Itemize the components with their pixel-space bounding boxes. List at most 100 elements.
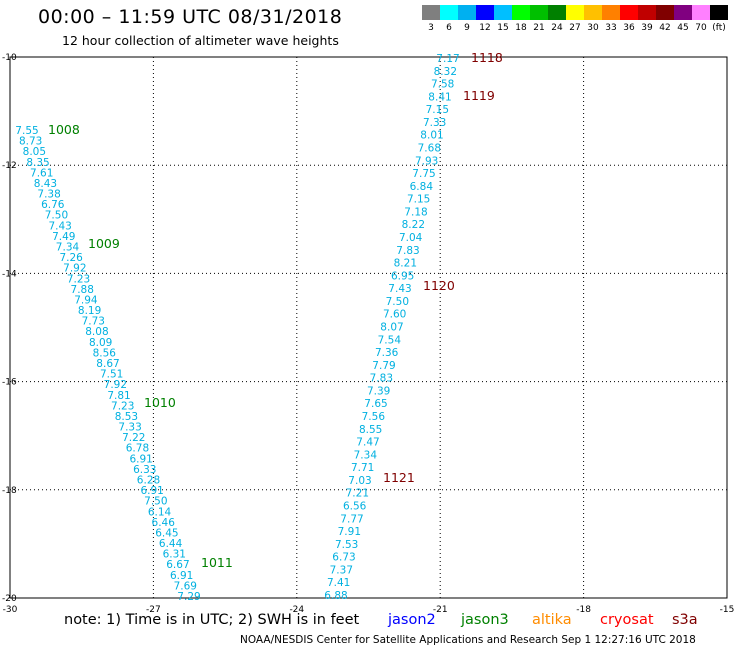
pass-number-label: 1120 <box>423 278 455 293</box>
color-scale-label: 3 <box>428 23 434 33</box>
swh-value-cryosat: 6.84 <box>410 181 434 193</box>
legend-cryosat: cryosat <box>600 612 654 628</box>
lat-tick-label: -18 <box>2 486 17 496</box>
color-scale-label: 70 <box>695 23 707 33</box>
pass-number-label: 1010 <box>144 395 176 410</box>
swh-value-cryosat: 7.56 <box>362 411 386 423</box>
swh-value-cryosat: 8.32 <box>434 66 457 78</box>
swh-value-cryosat: 7.91 <box>338 526 361 538</box>
color-scale-label: 27 <box>569 23 581 33</box>
swh-value-jason3: 7.81 <box>107 390 130 402</box>
color-scale-label: 39 <box>641 23 653 33</box>
color-swatch <box>602 5 620 20</box>
swh-value-cryosat: 7.75 <box>412 168 435 180</box>
lon-tick-label: -30 <box>3 605 18 615</box>
color-scale-label: 45 <box>677 23 689 33</box>
color-scale-label: (ft) <box>712 23 726 33</box>
swh-value-jason3: 7.29 <box>177 591 200 603</box>
swh-value-cryosat: 7.83 <box>396 245 419 257</box>
axis-ticks: -30 -27 -24 -21 -18 -15 -10 -12 -14 -16 -18 -20 <box>2 53 734 615</box>
swh-value-cryosat: 8.22 <box>402 219 425 231</box>
swh-value-cryosat: 7.79 <box>372 360 395 372</box>
swh-value-jason3: 6.45 <box>155 527 178 539</box>
lon-tick-label: -27 <box>146 605 161 615</box>
swh-value-jason3: 7.33 <box>118 422 141 434</box>
swh-value-jason3: 7.38 <box>37 189 60 201</box>
swh-value-jason3: 7.23 <box>67 273 90 285</box>
color-scale-label: 30 <box>587 23 599 33</box>
swh-value-jason3: 7.23 <box>111 400 134 412</box>
swh-value-jason3: 7.92 <box>104 379 127 391</box>
swh-value-jason3: 6.33 <box>133 464 156 476</box>
swh-value-jason3: 7.49 <box>52 231 75 243</box>
swh-value-jason3: 7.55 <box>15 125 38 137</box>
color-scale-label: 21 <box>533 23 545 33</box>
color-swatch <box>638 5 656 20</box>
swh-value-jason3: 7.43 <box>48 220 71 232</box>
swh-value-jason3: 8.09 <box>89 337 112 349</box>
swh-value-cryosat: 7.58 <box>431 79 454 91</box>
map-frame <box>9 56 728 599</box>
pass-number-label: 1118 <box>471 50 503 65</box>
swh-value-cryosat: 6.88 <box>324 590 347 602</box>
color-scale-label: 18 <box>515 23 527 33</box>
swh-value-cryosat: 7.36 <box>375 347 399 359</box>
swh-value-cryosat: 7.39 <box>367 385 390 397</box>
swh-value-jason3: 6.91 <box>129 453 152 465</box>
swh-value-jason3: 8.05 <box>23 146 46 158</box>
swh-value-jason3: 7.34 <box>56 242 80 254</box>
swh-value-cryosat: 7.18 <box>404 206 427 218</box>
swh-value-jason3: 7.94 <box>74 294 98 306</box>
altimeter-tracks: 7.558.738.058.357.618.437.386.767.507.43… <box>15 53 459 603</box>
swh-value-cryosat: 8.21 <box>394 258 417 270</box>
color-swatch <box>548 5 566 20</box>
lon-tick-label: -15 <box>720 605 735 615</box>
color-scale-label: 9 <box>464 23 470 33</box>
swh-value-jason3: 7.69 <box>174 580 197 592</box>
swh-value-jason3: 8.67 <box>96 358 119 370</box>
swh-value-cryosat: 7.43 <box>388 283 411 295</box>
color-swatch <box>458 5 476 20</box>
legend-s3a: s3a <box>672 612 698 628</box>
swh-value-cryosat: 7.15 <box>426 104 449 116</box>
swh-value-jason3: 7.50 <box>45 210 68 222</box>
lon-tick-label: -24 <box>289 605 304 615</box>
color-swatch <box>530 5 548 20</box>
swh-value-jason3: 6.46 <box>152 517 176 529</box>
swh-value-cryosat: 6.73 <box>332 552 355 564</box>
swh-value-cryosat: 7.68 <box>418 143 441 155</box>
swh-value-cryosat: 7.15 <box>407 194 430 206</box>
swh-value-jason3: 7.92 <box>63 263 86 275</box>
swh-value-cryosat: 7.83 <box>370 373 393 385</box>
swh-value-cryosat: 7.65 <box>364 398 387 410</box>
pass-labels: 1008 1009 1010 1011 1118 1119 1120 1121 <box>48 50 503 570</box>
swh-value-jason3: 8.43 <box>34 178 57 190</box>
swh-value-jason3: 6.31 <box>163 549 186 561</box>
pass-number-label: 1011 <box>201 555 233 570</box>
swh-value-cryosat: 7.47 <box>356 437 379 449</box>
lat-tick-label: -20 <box>2 594 17 604</box>
footer-credit: NOAA/NESDIS Center for Satellite Applica… <box>240 634 696 646</box>
color-swatch <box>422 5 440 20</box>
lat-tick-label: -16 <box>2 378 17 388</box>
pass-number-label: 1119 <box>463 88 495 103</box>
swh-value-jason3: 6.91 <box>140 485 163 497</box>
lat-tick-label: -10 <box>2 53 17 63</box>
page-subtitle: 12 hour collection of altimeter wave hei… <box>62 33 339 48</box>
swh-value-jason3: 8.73 <box>19 136 42 148</box>
color-swatch <box>440 5 458 20</box>
swh-value-jason3: 6.78 <box>126 443 149 455</box>
pass-number-label: 1121 <box>383 470 415 485</box>
swh-value-jason3: 7.22 <box>122 432 145 444</box>
legend-jason3: jason3 <box>461 612 509 628</box>
swh-value-jason3: 6.67 <box>166 559 189 571</box>
swh-value-cryosat: 6.95 <box>391 270 414 282</box>
color-scale-label: 15 <box>497 23 509 33</box>
color-scale-label: 6 <box>446 23 452 33</box>
color-swatch <box>512 5 530 20</box>
swh-value-jason3: 6.91 <box>170 570 193 582</box>
lat-tick-label: -14 <box>2 269 17 279</box>
swh-value-jason3: 6.76 <box>41 199 65 211</box>
swh-value-jason3: 7.50 <box>144 496 167 508</box>
